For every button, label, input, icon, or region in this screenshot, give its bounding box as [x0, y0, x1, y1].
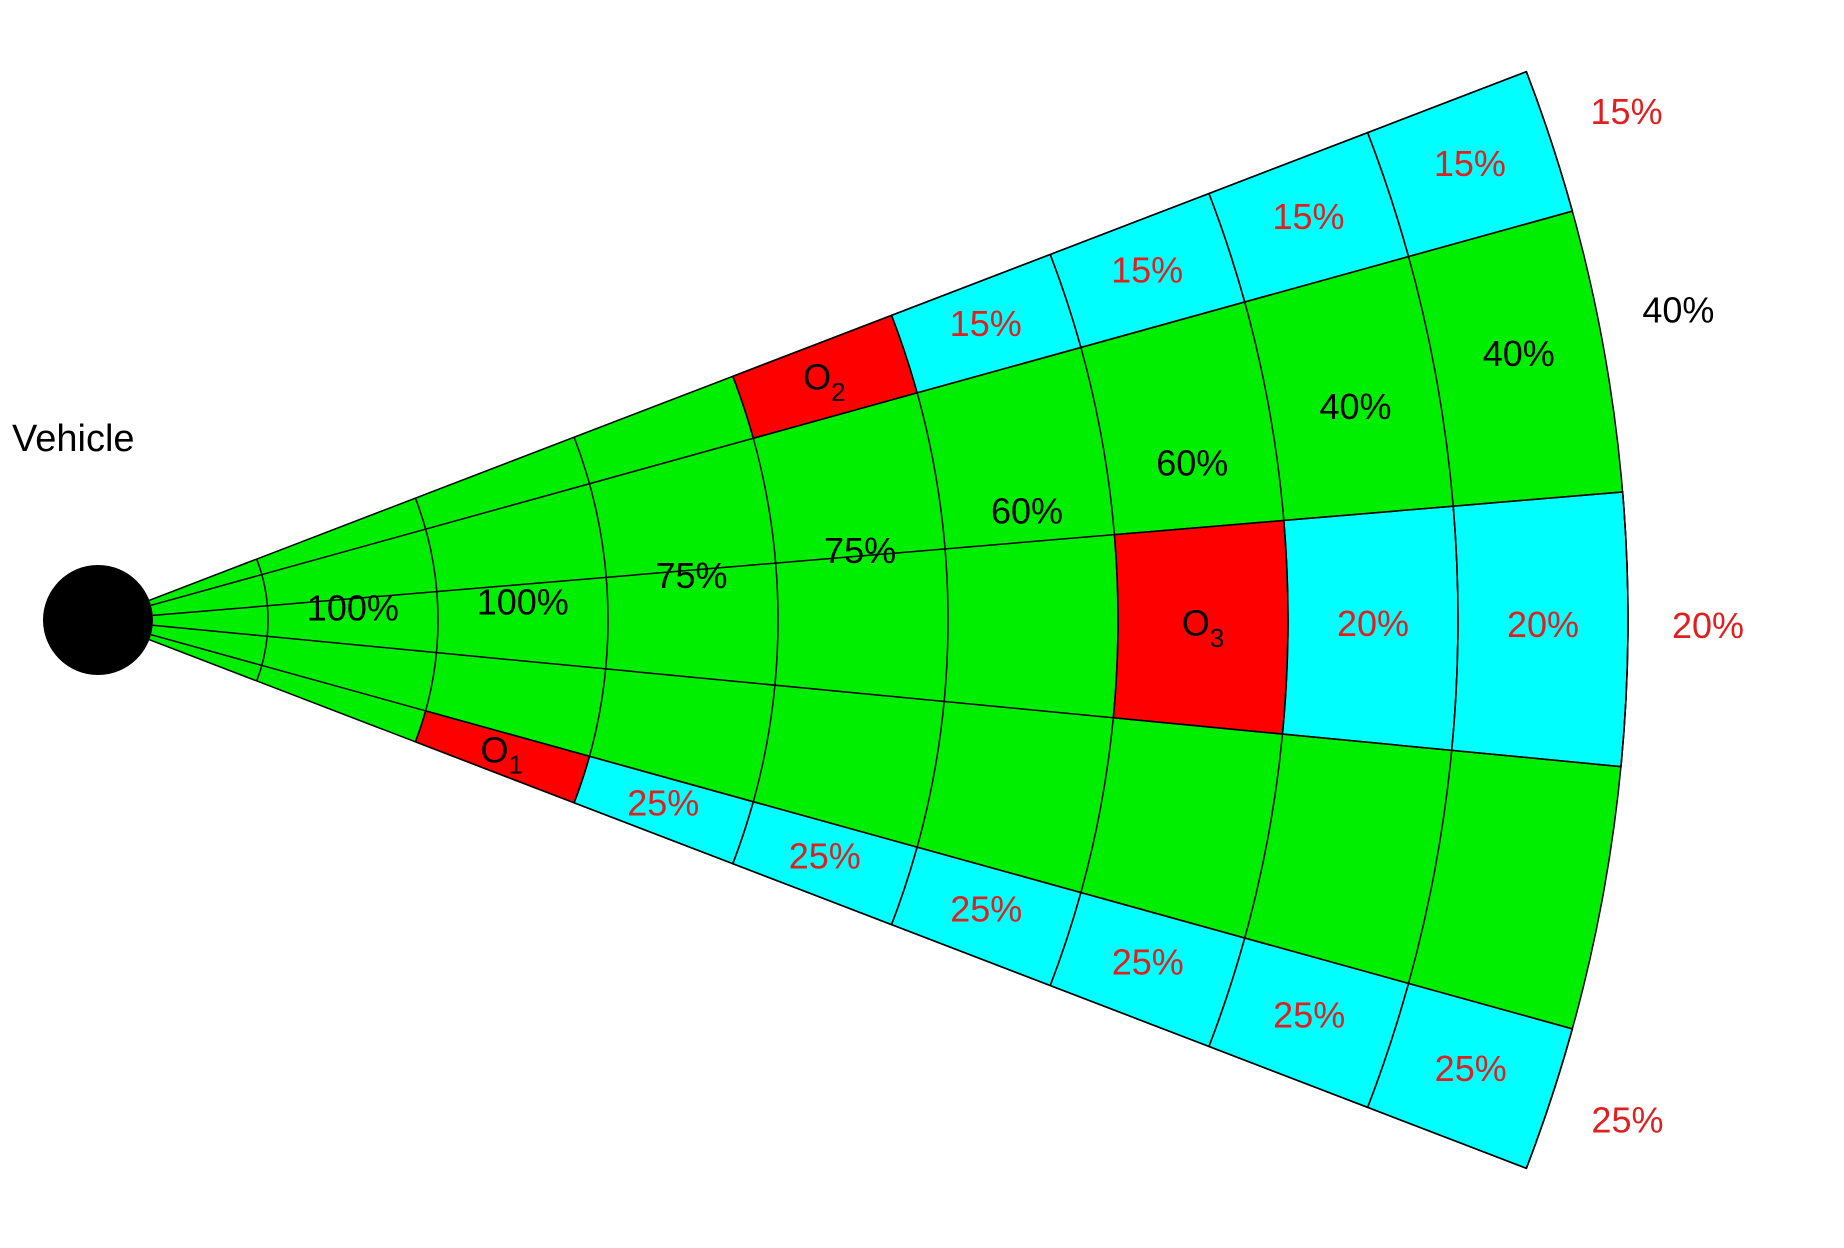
fan-background	[149, 71, 1628, 1169]
sector-line	[152, 491, 1623, 617]
cell-percent-label: 20%	[1507, 604, 1579, 645]
cell-percent-label: 15%	[1272, 196, 1344, 237]
cell-percent-label: 75%	[824, 530, 896, 571]
cell-percent-label: 60%	[991, 491, 1063, 532]
ring-arc	[1208, 193, 1289, 1047]
sector-line	[149, 70, 1527, 601]
cell-percent-label: 25%	[1591, 1099, 1663, 1140]
cell-percent-label: 25%	[950, 889, 1022, 930]
cell-percent-label: 100%	[477, 582, 569, 623]
fan-grid-lines	[149, 70, 1629, 1170]
obstacle-subscript: 1	[509, 750, 523, 780]
ring-arc	[1366, 132, 1459, 1108]
cell-percent-label: 25%	[1435, 1048, 1507, 1089]
sector-line	[150, 210, 1573, 607]
ring-arc	[256, 558, 269, 682]
ring-arc	[890, 315, 949, 925]
cell-percent-label: 15%	[1111, 250, 1183, 291]
sector-line	[149, 639, 1527, 1170]
ring-arc	[573, 436, 609, 804]
sector-line	[152, 624, 1622, 768]
cell-percent-label: 25%	[1112, 942, 1184, 983]
cell-percent-label: 40%	[1319, 386, 1391, 427]
cell-percent-label: 15%	[950, 303, 1022, 344]
cell-percent-label: 20%	[1337, 603, 1409, 644]
obstacle-subscript: 3	[1210, 623, 1224, 653]
cell-percent-label: 40%	[1483, 333, 1555, 374]
vehicle-label: Vehicle	[12, 418, 135, 460]
cell-percent-label: 60%	[1156, 443, 1228, 484]
cell-percent-label: 25%	[789, 835, 861, 876]
cell-percent-label: 20%	[1672, 605, 1744, 646]
obstacle-subscript: 2	[831, 377, 845, 407]
sector-line	[150, 633, 1573, 1030]
cell-percent-label: 15%	[1434, 143, 1506, 184]
ring-arc	[414, 497, 439, 743]
cell-percent-label: 100%	[307, 588, 399, 629]
cell-percent-label: 15%	[1591, 91, 1663, 132]
cell-labels: 100% 100%75%75%60%60%40%40%40%O215%15%15%…	[307, 91, 1744, 1140]
vehicle-marker	[43, 565, 153, 675]
fan-cells	[149, 70, 1629, 1170]
ring-arc	[732, 376, 779, 864]
ring-arc	[1525, 71, 1629, 1169]
cell-percent-label: 25%	[627, 782, 699, 823]
cell-percent-label: 75%	[656, 555, 728, 596]
cell-percent-label: 40%	[1642, 289, 1714, 330]
cell-percent-label: 25%	[1273, 995, 1345, 1036]
ring-arc	[1049, 254, 1119, 986]
